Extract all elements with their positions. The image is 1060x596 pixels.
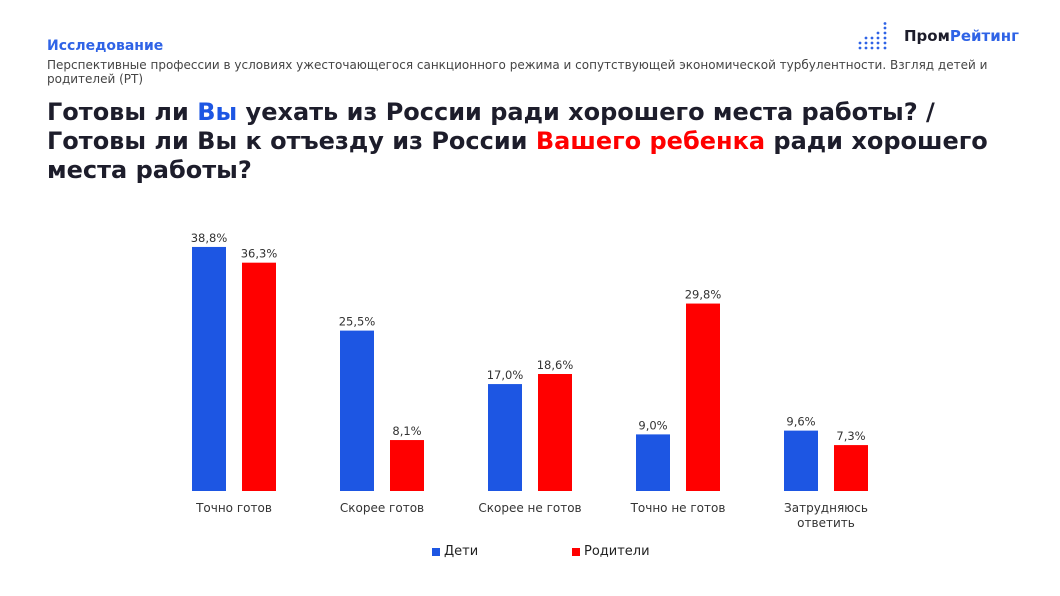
logo-text-part1: Пром — [904, 27, 950, 45]
data-label: 9,0% — [638, 418, 667, 432]
title-part: Готовы ли — [47, 98, 198, 126]
bar — [192, 246, 226, 491]
bar — [538, 374, 572, 491]
bar — [340, 330, 374, 491]
category-label: Точно готов — [195, 501, 272, 515]
section-kicker: Исследование — [47, 38, 164, 54]
title-highlight-you: Вы — [197, 98, 238, 126]
category-label: Затрудняюсь — [784, 501, 868, 515]
data-label: 7,3% — [836, 429, 865, 443]
title-part: уехать из России ради хорошего места раб… — [47, 98, 935, 155]
subtitle: Перспективные профессии в условиях ужест… — [47, 58, 988, 86]
bar — [784, 430, 818, 491]
logo-dots-icon — [858, 22, 887, 50]
legend-label-parents: Родители — [584, 544, 650, 559]
bar — [390, 440, 424, 491]
title-highlight-child: Вашего ребенка — [535, 127, 766, 155]
title-part: ради хорошего места работы? — [47, 127, 988, 184]
legend-item-parents: Родители — [572, 544, 650, 559]
bar — [242, 262, 276, 491]
data-label: 36,3% — [241, 247, 278, 261]
data-label: 29,8% — [685, 288, 722, 302]
data-label: 9,6% — [786, 415, 815, 429]
category-label: ответить — [797, 516, 855, 530]
legend-swatch-children — [432, 547, 440, 556]
category-label: Скорее не готов — [478, 501, 581, 515]
logo: ПромРейтинг — [858, 22, 1019, 50]
category-label: Точно не готов — [630, 501, 726, 515]
bar — [636, 434, 670, 491]
data-label: 18,6% — [537, 358, 574, 372]
data-label: 17,0% — [487, 368, 524, 382]
bar — [488, 384, 522, 491]
legend-item-children: Дети — [432, 544, 478, 559]
logo-text: ПромРейтинг — [904, 27, 1019, 45]
logo-text-part2: Рейтинг — [949, 27, 1019, 45]
data-label: 25,5% — [339, 315, 376, 329]
bar — [834, 445, 868, 491]
page-title: Готовы ли Вы уехать из России ради хорош… — [47, 98, 1027, 185]
legend-label-children: Дети — [444, 544, 479, 559]
data-label: 8,1% — [392, 424, 421, 438]
legend-swatch-parents — [572, 547, 580, 556]
bar — [686, 303, 720, 491]
category-label: Скорее готов — [340, 501, 424, 515]
data-label: 38,8% — [191, 231, 228, 245]
